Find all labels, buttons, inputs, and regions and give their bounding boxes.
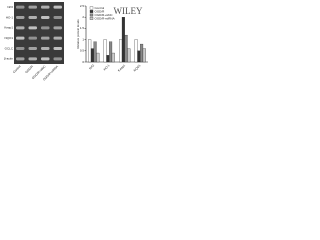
bar <box>119 39 123 63</box>
blot-background <box>14 2 64 64</box>
bar <box>121 17 125 63</box>
bar <box>124 34 128 63</box>
blot-band <box>28 36 37 40</box>
blot-band <box>41 36 50 40</box>
blot-band <box>16 5 25 9</box>
legend-label: OGD/R+siRNA <box>95 16 115 20</box>
bar <box>127 48 131 63</box>
blot-row-label: HO-1 <box>6 15 13 19</box>
blot-band <box>28 26 37 30</box>
bar <box>96 52 100 63</box>
blot-row-label: NQO1 <box>4 36 13 40</box>
bar <box>93 41 97 63</box>
y-axis-label: Relative protein levels <box>76 19 80 49</box>
blot-band <box>16 47 25 50</box>
x-tick-label: Nrf2 <box>88 63 95 70</box>
blot-band <box>28 5 37 9</box>
legend-swatch <box>89 6 94 10</box>
blot-band <box>53 47 62 50</box>
x-tick-label: HO-1 <box>103 63 111 71</box>
blot-row-label: Keap1 <box>4 26 13 30</box>
blot-row-label: Nrf2 <box>7 5 13 9</box>
blot-band <box>53 16 62 19</box>
bar <box>109 41 113 63</box>
bar <box>140 43 144 63</box>
bar <box>137 50 141 63</box>
figure: Relative protein levels WILEY Nrf2 HO-1 Ke… <box>4 2 148 81</box>
watermark: WILEY <box>114 6 143 16</box>
blot-band <box>28 47 37 50</box>
bar <box>90 48 94 63</box>
y-tick-label: 1.5 <box>80 26 85 30</box>
y-tick-label: 2.5 <box>80 4 85 8</box>
legend-swatch <box>89 13 94 17</box>
bar <box>134 39 138 63</box>
blot-band <box>16 57 25 61</box>
y-tick-label: 1 <box>82 37 84 41</box>
y-tick-label: 0.5 <box>80 49 85 53</box>
bar <box>88 39 92 63</box>
legend-swatch <box>89 17 94 20</box>
bar <box>103 39 107 63</box>
legend-swatch <box>89 10 94 13</box>
blot-band <box>53 36 62 40</box>
blot-band <box>28 57 37 61</box>
blot-band <box>16 26 25 30</box>
blot-row-label: β-actin <box>4 57 13 61</box>
bar <box>111 52 115 63</box>
blot-band <box>41 26 50 30</box>
bar <box>106 55 110 63</box>
legend-label: Control <box>95 6 105 10</box>
blot-band <box>41 5 50 9</box>
x-tick-label: NQO1 <box>133 63 142 72</box>
bar <box>142 48 146 63</box>
blot-band <box>53 26 62 30</box>
page: {"blot": {"rows": ["Nrf2", "HO-1", "Keap… <box>0 0 320 89</box>
blot-row-label: GCLC <box>5 46 14 50</box>
blot-band <box>41 57 50 61</box>
blot-band <box>16 16 25 19</box>
blot-band <box>16 36 25 40</box>
blot-lane-label: OGD/R <box>24 64 34 74</box>
blot-lane-label: Control <box>12 64 22 74</box>
x-tick-label: Keap1 <box>117 63 126 72</box>
y-tick-label: 2 <box>82 15 84 19</box>
blot-band <box>41 47 50 50</box>
legend-label: OGD/R <box>95 9 106 13</box>
y-tick-label: 0 <box>82 60 84 64</box>
blot-band <box>53 5 62 9</box>
blot-band <box>53 57 62 61</box>
blot-band <box>41 16 50 19</box>
legend-label: OGD/R+siNC <box>95 13 114 17</box>
blot-band <box>28 16 37 19</box>
